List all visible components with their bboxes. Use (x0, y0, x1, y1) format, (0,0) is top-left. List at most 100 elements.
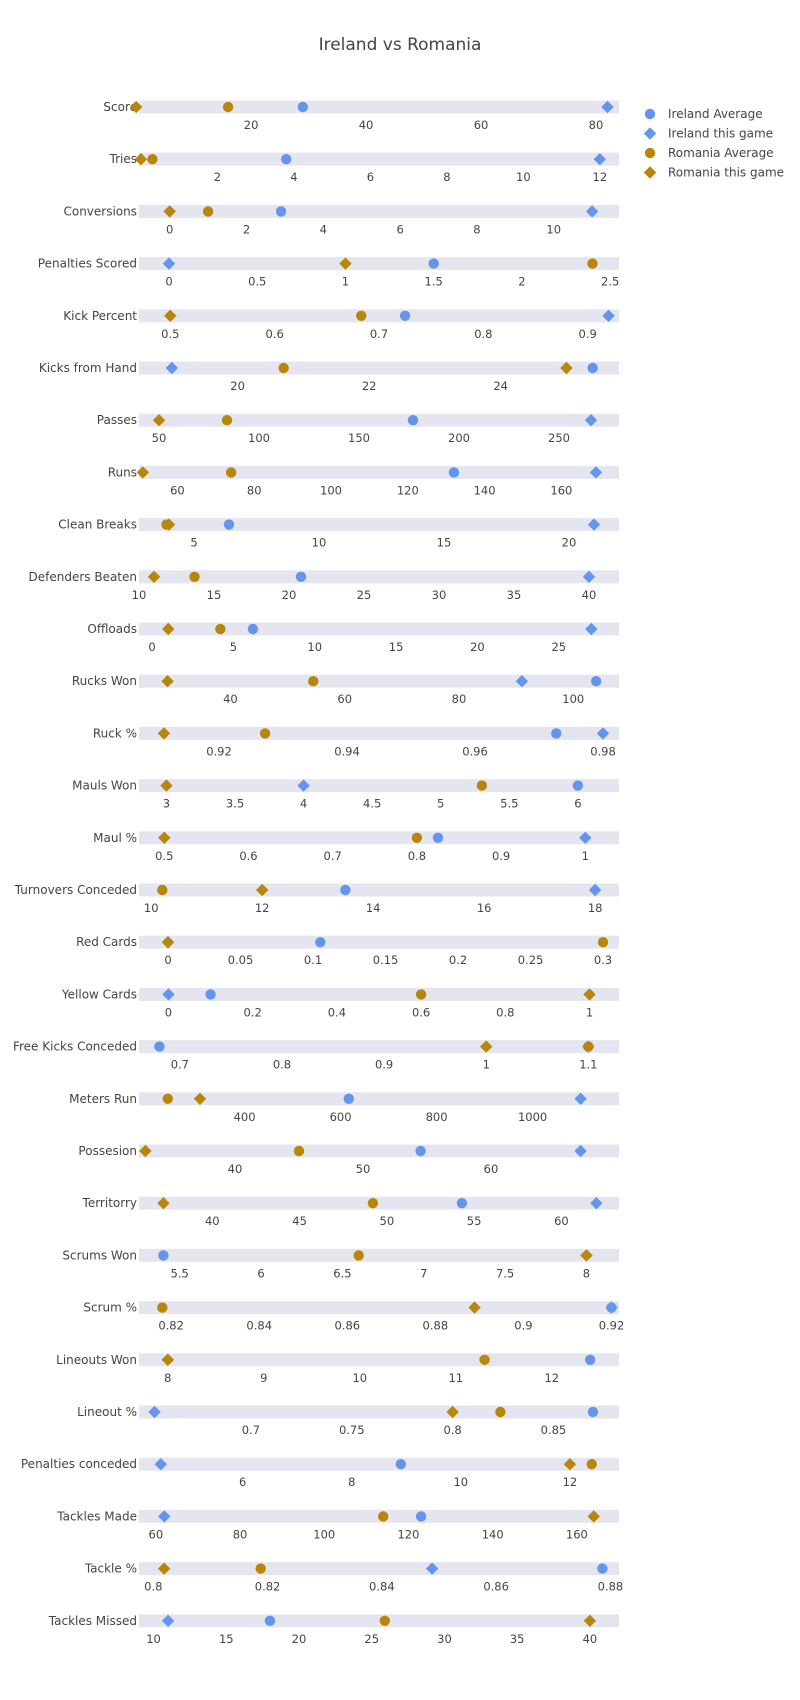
ireland-this-game-point[interactable] (593, 153, 607, 166)
romania-average-point[interactable] (356, 310, 367, 321)
ireland-this-game-point[interactable] (588, 883, 602, 897)
legend-diamond-icon[interactable] (643, 127, 657, 140)
romania-this-game-point[interactable] (583, 988, 596, 1001)
romania-this-game-point[interactable] (193, 1092, 207, 1105)
romania-average-point[interactable] (255, 1563, 266, 1574)
romania-this-game-point[interactable] (157, 1562, 171, 1575)
romania-average-point[interactable] (215, 623, 226, 635)
ireland-average-point[interactable] (551, 728, 562, 739)
romania-this-game-point[interactable] (134, 153, 148, 166)
legend-diamond-icon[interactable] (643, 166, 657, 179)
ireland-this-game-point[interactable] (162, 257, 176, 270)
romania-this-game-point[interactable] (161, 675, 174, 688)
ireland-average-point[interactable] (247, 623, 259, 635)
romania-this-game-point[interactable] (560, 361, 573, 375)
ireland-this-game-point[interactable] (162, 988, 175, 1001)
romania-average-point[interactable] (225, 467, 237, 478)
ireland-average-point[interactable] (448, 467, 460, 478)
legend-item[interactable]: Ireland Average (644, 107, 763, 121)
ireland-this-game-point[interactable] (158, 1510, 171, 1523)
romania-average-point[interactable] (293, 1145, 305, 1157)
romania-this-game-point[interactable] (129, 100, 143, 114)
ireland-average-point[interactable] (407, 415, 419, 426)
legend-item[interactable]: Romania this game (643, 166, 784, 180)
romania-this-game-point[interactable] (147, 570, 161, 583)
romania-this-game-point[interactable] (162, 518, 176, 531)
ireland-this-game-point[interactable] (601, 100, 614, 114)
romania-this-game-point[interactable] (164, 309, 177, 322)
ireland-this-game-point[interactable] (165, 361, 179, 375)
romania-this-game-point[interactable] (160, 779, 173, 792)
ireland-this-game-point[interactable] (587, 518, 601, 531)
ireland-average-point[interactable] (572, 780, 584, 791)
ireland-this-game-point[interactable] (596, 727, 610, 740)
romania-average-point[interactable] (378, 1511, 389, 1522)
romania-this-game-point[interactable] (255, 883, 269, 897)
ireland-average-point[interactable] (597, 1563, 608, 1574)
legend-item[interactable]: Romania Average (644, 146, 774, 160)
romania-average-point[interactable] (221, 415, 233, 426)
romania-average-point[interactable] (379, 1615, 391, 1627)
ireland-this-game-point[interactable] (425, 1562, 439, 1575)
romania-this-game-point[interactable] (162, 622, 175, 636)
romania-average-point[interactable] (259, 728, 271, 739)
ireland-this-game-point[interactable] (148, 1405, 161, 1419)
ireland-average-point[interactable] (275, 206, 287, 217)
ireland-this-game-point[interactable] (602, 309, 615, 322)
ireland-average-point[interactable] (343, 1093, 354, 1105)
romania-average-point[interactable] (278, 362, 289, 374)
romania-this-game-point[interactable] (152, 414, 166, 427)
romania-average-point[interactable] (411, 832, 423, 843)
romania-average-point[interactable] (189, 571, 200, 582)
legend-circle-icon[interactable] (644, 147, 656, 159)
romania-this-game-point[interactable] (468, 1301, 481, 1314)
romania-this-game-point[interactable] (157, 727, 171, 740)
romania-this-game-point[interactable] (583, 1614, 597, 1627)
romania-average-point[interactable] (597, 937, 609, 948)
romania-this-game-point[interactable] (161, 936, 175, 949)
ireland-average-point[interactable] (456, 1198, 468, 1209)
ireland-this-game-point[interactable] (515, 675, 529, 688)
romania-average-point[interactable] (586, 1459, 597, 1470)
romania-average-point[interactable] (147, 154, 158, 165)
romania-this-game-point[interactable] (339, 257, 352, 270)
romania-this-game-point[interactable] (587, 1510, 600, 1523)
romania-this-game-point[interactable] (161, 1353, 174, 1366)
ireland-average-point[interactable] (590, 676, 602, 687)
ireland-this-game-point[interactable] (161, 1614, 175, 1627)
ireland-this-game-point[interactable] (585, 622, 598, 636)
ireland-this-game-point[interactable] (584, 414, 598, 427)
romania-this-game-point[interactable] (480, 1040, 493, 1053)
ireland-average-point[interactable] (205, 989, 216, 1000)
romania-this-game-point[interactable] (136, 466, 150, 479)
ireland-this-game-point[interactable] (605, 1301, 618, 1314)
romania-average-point[interactable] (157, 884, 168, 896)
romania-average-point[interactable] (476, 780, 488, 791)
ireland-this-game-point[interactable] (579, 831, 592, 844)
ireland-average-point[interactable] (432, 832, 444, 843)
ireland-average-point[interactable] (587, 1406, 599, 1418)
ireland-average-point[interactable] (415, 1511, 427, 1522)
romania-this-game-point[interactable] (158, 831, 171, 844)
legend-item[interactable]: Ireland this game (643, 127, 773, 141)
romania-this-game-point[interactable] (563, 1458, 577, 1471)
romania-this-game-point[interactable] (163, 205, 176, 218)
ireland-average-point[interactable] (587, 362, 598, 374)
romania-average-point[interactable] (222, 101, 234, 113)
romania-average-point[interactable] (479, 1354, 490, 1366)
ireland-average-point[interactable] (264, 1615, 276, 1627)
ireland-average-point[interactable] (340, 884, 351, 896)
ireland-this-game-point[interactable] (574, 1092, 587, 1105)
romania-average-point[interactable] (202, 206, 214, 217)
romania-average-point[interactable] (367, 1198, 379, 1209)
romania-average-point[interactable] (587, 258, 598, 269)
romania-this-game-point[interactable] (157, 1197, 170, 1210)
romania-average-point[interactable] (583, 1041, 594, 1052)
romania-this-game-point[interactable] (580, 1249, 593, 1262)
romania-this-game-point[interactable] (139, 1144, 152, 1158)
ireland-average-point[interactable] (585, 1354, 596, 1366)
ireland-this-game-point[interactable] (590, 1197, 603, 1210)
romania-average-point[interactable] (162, 1093, 173, 1105)
ireland-average-point[interactable] (399, 310, 411, 321)
ireland-average-point[interactable] (154, 1041, 165, 1052)
